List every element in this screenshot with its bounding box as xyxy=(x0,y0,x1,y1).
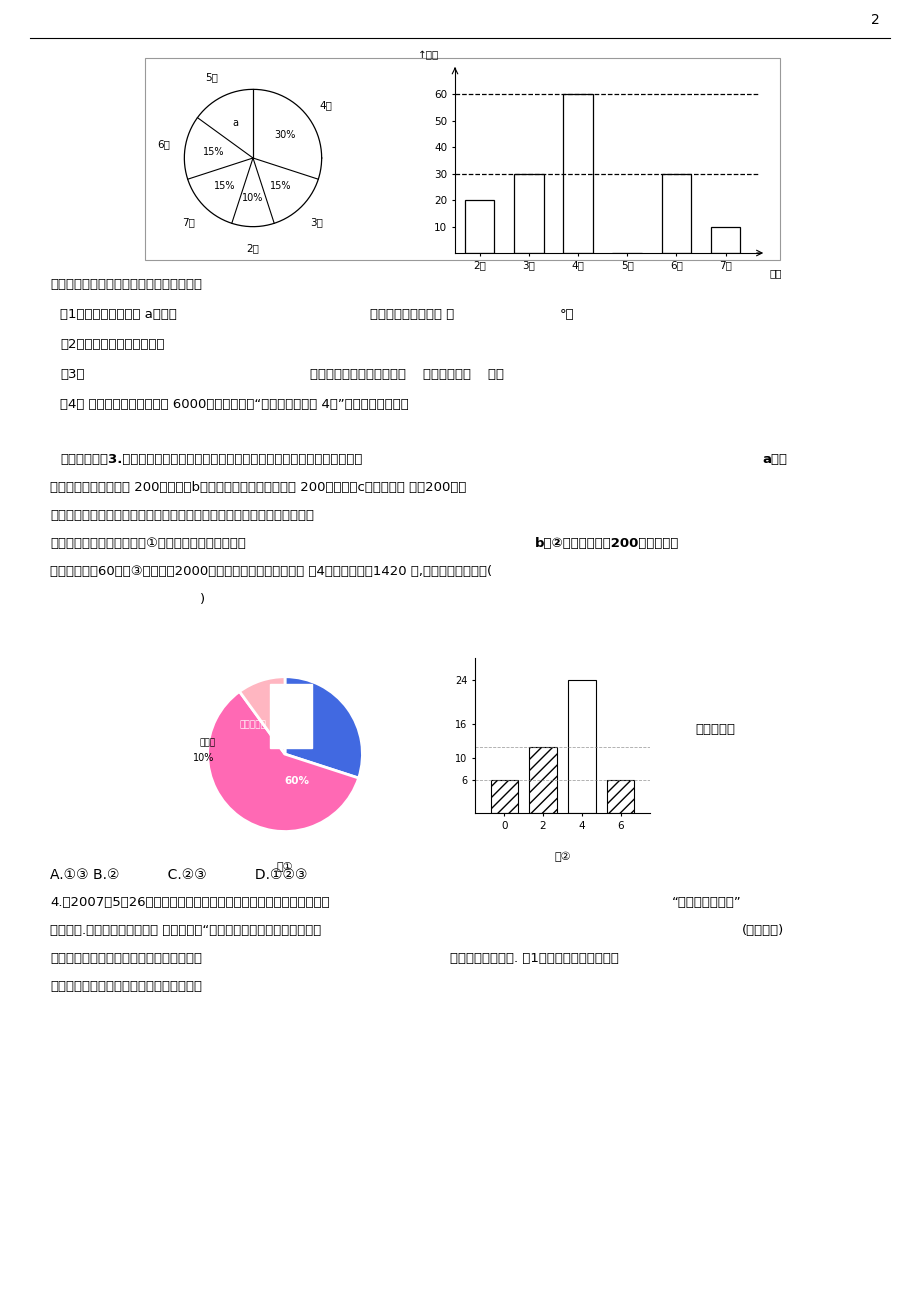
Bar xyxy=(514,173,543,253)
Text: (只写一项): (只写一项) xyxy=(742,924,783,937)
Bar xyxy=(562,94,592,253)
Text: 条形统计图，请结傂统计图回答下列问题：: 条形统计图，请结傂统计图回答下列问题： xyxy=(50,980,202,993)
Text: （4） 如果该市共有初一学生 6000人，请你估计“活动时间不少于 4天”的大约有多少人？: （4） 如果该市共有初一学生 6000人，请你估计“活动时间不少于 4天”的大约… xyxy=(60,397,408,410)
Text: 在这次抽样调查中，众数是    天，中位数是    天；: 在这次抽样调查中，众数是 天，中位数是 天； xyxy=(310,367,504,380)
Text: 校学生，并将最合理的调查方式得到的数据制成屇形统计图和部分数据的频: 校学生，并将最合理的调查方式得到的数据制成屇形统计图和部分数据的频 xyxy=(50,509,313,523)
Text: 数分布直方图，以下结论：①上述调查方式最合理的是: 数分布直方图，以下结论：①上述调查方式最合理的是 xyxy=(50,537,245,550)
Text: 2天: 2天 xyxy=(246,244,259,254)
Bar xyxy=(607,779,634,813)
Text: 在图书馆等: 在图书馆等 xyxy=(239,721,266,730)
Text: 从而得到一组数据. 图1是根据这组数据绘制的: 从而得到一组数据. 图1是根据这组数据绘制的 xyxy=(449,952,618,966)
Text: 15%: 15% xyxy=(214,181,235,192)
Text: 图①: 图① xyxy=(277,861,293,872)
Text: （3）: （3） xyxy=(60,367,85,380)
Text: a: a xyxy=(232,117,238,128)
Bar xyxy=(490,779,517,813)
Wedge shape xyxy=(208,692,358,831)
Text: 30%: 30% xyxy=(274,129,296,139)
Text: 一栋高层住宅楼中选取 200名居民；b：从不同住宅楼中随机选取 200名居民；c：选取该组 内的200名在: 一栋高层住宅楼中选取 200名居民；b：从不同住宅楼中随机选取 200名居民；c… xyxy=(50,481,466,494)
Text: 10%: 10% xyxy=(242,193,264,203)
Text: 7天: 7天 xyxy=(182,218,195,227)
Text: ）在家学习: ）在家学习 xyxy=(694,723,734,736)
Bar xyxy=(661,173,690,253)
Bar xyxy=(464,201,494,253)
Bar xyxy=(528,747,556,813)
Wedge shape xyxy=(285,676,362,778)
Text: 15%: 15% xyxy=(203,147,224,156)
Text: ，对应的圆心角度数 是: ，对应的圆心角度数 是 xyxy=(369,308,454,321)
Text: ↑人数: ↑人数 xyxy=(418,51,439,61)
Wedge shape xyxy=(239,676,285,754)
Text: A.①③ B.②           C.②③           D.①②③: A.①③ B.② C.②③ D.①②③ xyxy=(50,868,307,882)
Text: 【变式题组】3.百步亭社区调查某组居民双休日的学习状况，采取了下列调查方式：: 【变式题组】3.百步亭社区调查某组居民双休日的学习状况，采取了下列调查方式： xyxy=(60,453,362,466)
Bar xyxy=(710,227,740,253)
Text: 写入课表.为了响应这一号召， 某校围绕着“你最喜欢的体育活动项目是什么: 写入课表.为了响应这一号召， 某校围绕着“你最喜欢的体育活动项目是什么 xyxy=(50,924,321,937)
Text: 60%: 60% xyxy=(284,777,309,786)
Text: 在家学习的有60人；③估计该组2000名居民中双休日学习时间不 少4小时的人数是1420 人,其中正确的结论是(: 在家学习的有60人；③估计该组2000名居民中双休日学习时间不 少4小时的人数是… xyxy=(50,566,492,579)
Text: b；②在这次调查的200名居民中，: b；②在这次调查的200名居民中， xyxy=(535,537,678,550)
Text: 的问题，对在校学生进行了随机抽样调查，: 的问题，对在校学生进行了随机抽样调查， xyxy=(50,952,202,966)
Text: °；: °； xyxy=(560,308,574,321)
Text: 2: 2 xyxy=(869,13,879,27)
Text: 4天: 4天 xyxy=(320,100,333,109)
Text: 5天: 5天 xyxy=(205,72,218,82)
Text: 6天: 6天 xyxy=(157,139,170,149)
Text: 4.据2007年5月26日《生活报》报道，我省有关部门要求各中小学要把: 4.据2007年5月26日《生活报》报道，我省有关部门要求各中小学要把 xyxy=(50,896,329,909)
Text: 不学习: 不学习 xyxy=(199,737,215,747)
Text: 请你根据图中提供的信息，回答下列问题：: 请你根据图中提供的信息，回答下列问题： xyxy=(50,278,202,291)
Bar xyxy=(269,684,312,748)
Bar xyxy=(145,59,779,261)
Bar xyxy=(568,680,595,813)
Text: 10%: 10% xyxy=(193,753,214,764)
Text: ): ) xyxy=(199,593,205,606)
Text: 时间: 时间 xyxy=(768,268,781,278)
Text: “每天锻炼一小时”: “每天锻炼一小时” xyxy=(671,896,741,909)
Text: （2）补全频数分布直方图：: （2）补全频数分布直方图： xyxy=(60,337,165,351)
Text: 3天: 3天 xyxy=(311,218,323,227)
Text: 15%: 15% xyxy=(270,181,291,192)
Text: a：从: a：从 xyxy=(761,453,786,466)
Text: （1）屇形统计图中的 a的値为: （1）屇形统计图中的 a的値为 xyxy=(60,308,176,321)
Text: 图②: 图② xyxy=(553,852,570,863)
